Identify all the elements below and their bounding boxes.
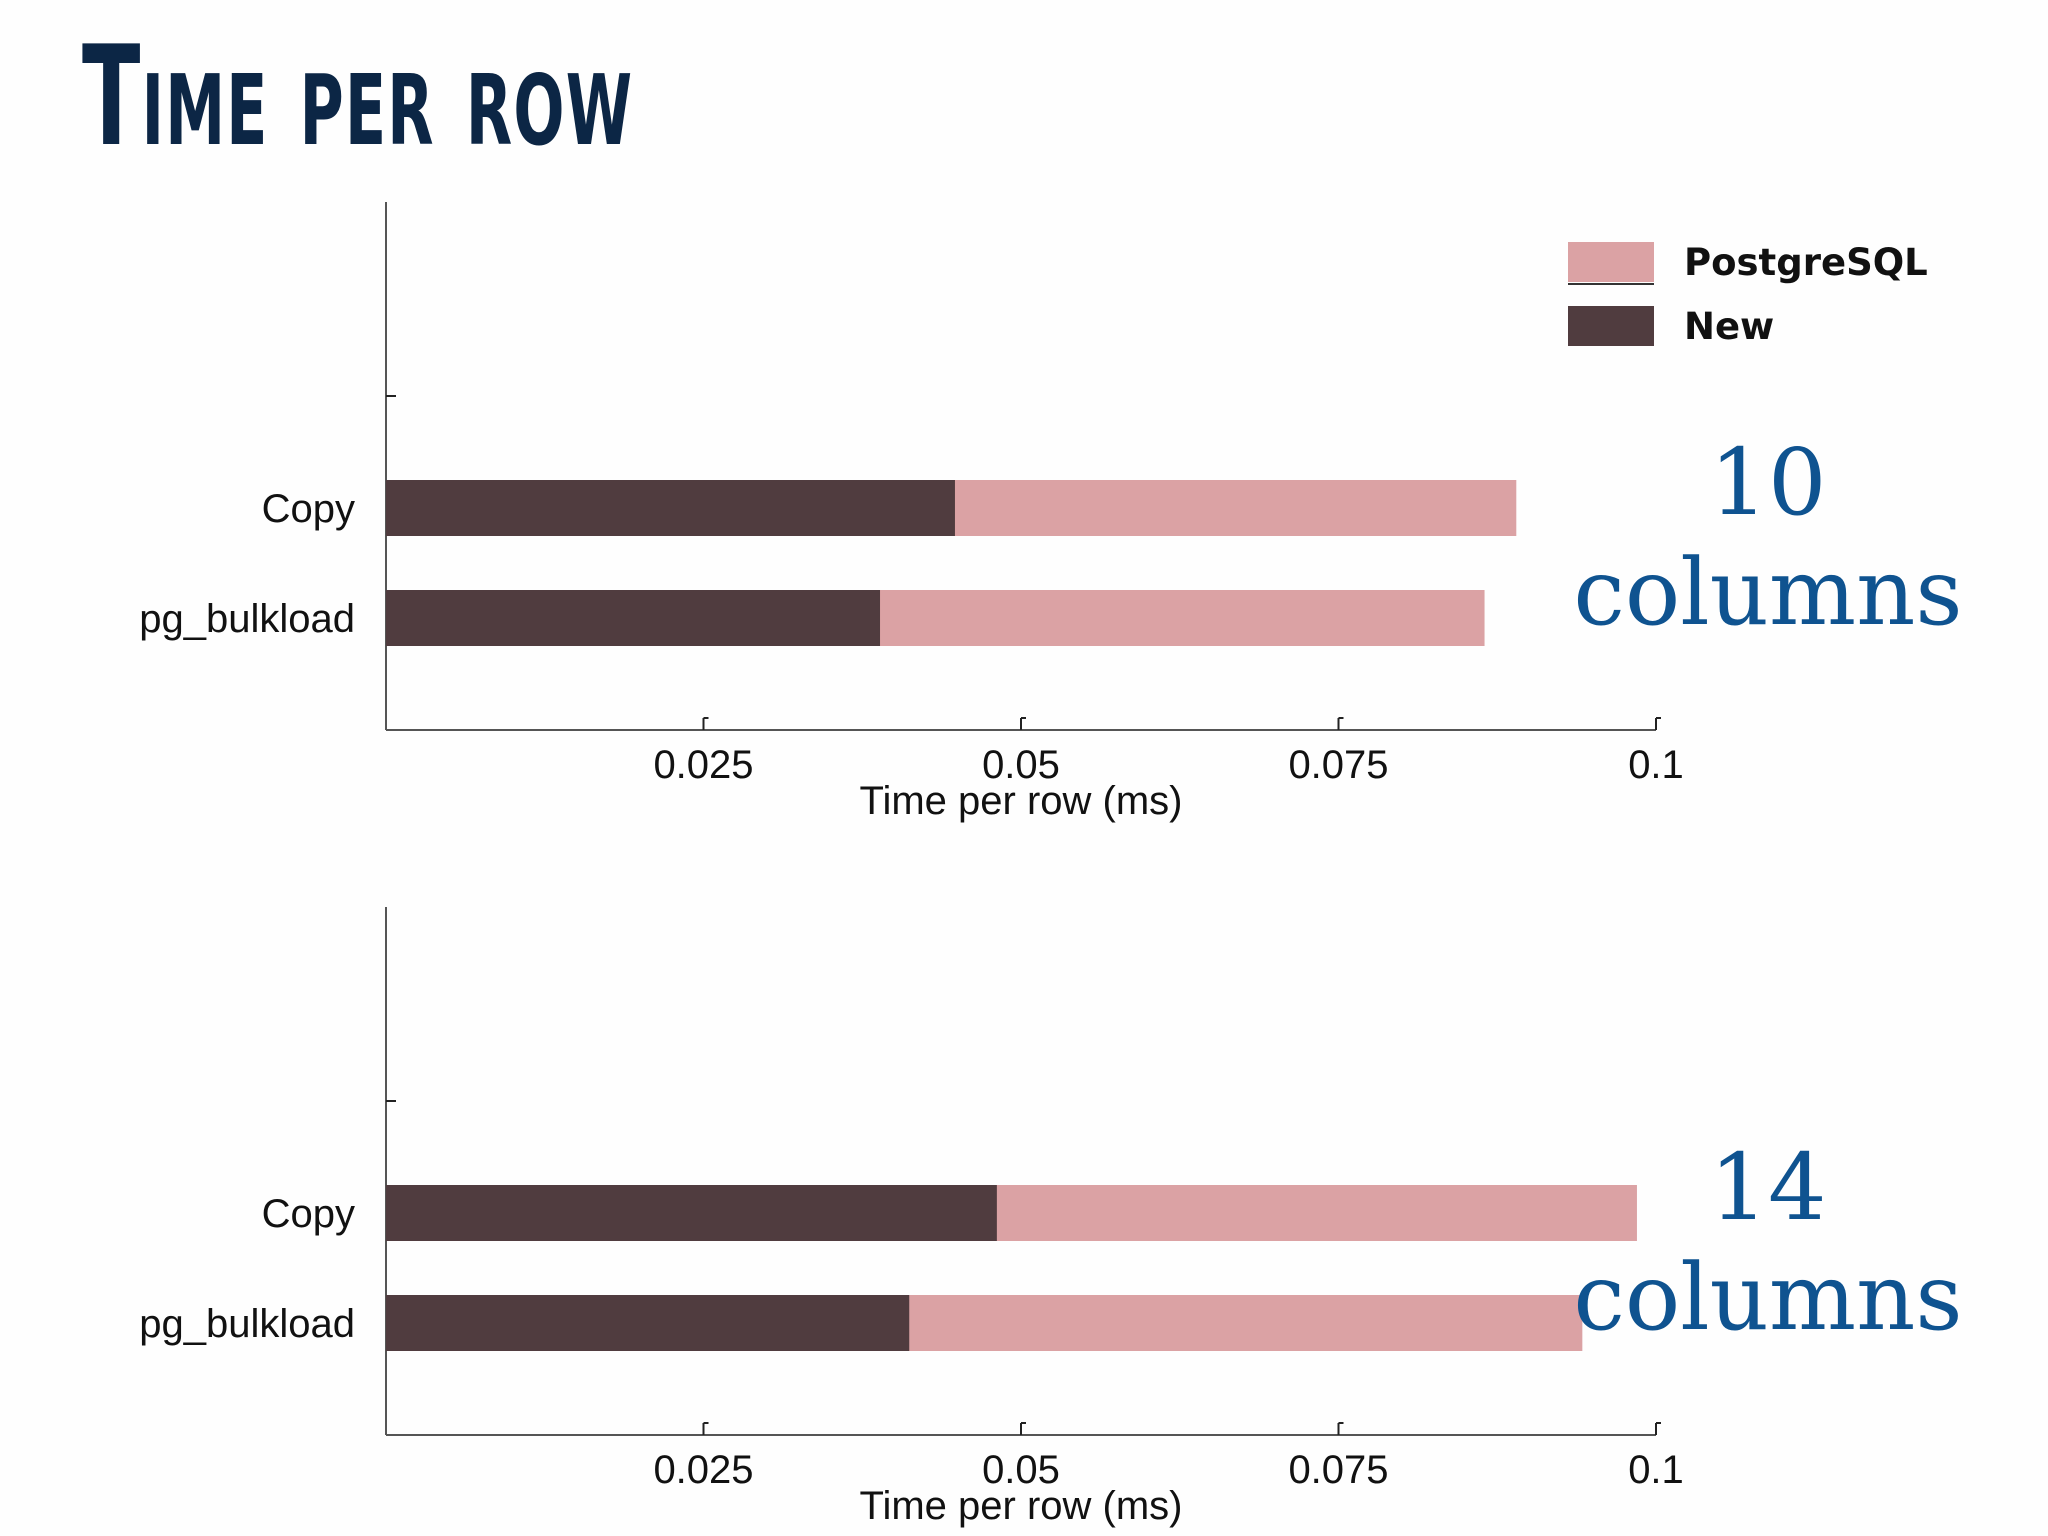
legend-swatch-postgresql bbox=[1568, 242, 1654, 282]
bar-new-pg-bulkload bbox=[386, 590, 881, 646]
bar-new-copy bbox=[386, 480, 955, 536]
legend-label: PostgreSQL bbox=[1684, 241, 1928, 284]
column-count-label: columns bbox=[1573, 539, 1962, 646]
x-tick-label: 0.025 bbox=[653, 1448, 753, 1492]
chart-10-columns: 0.025 0.05 0.075 0.1 Time per row (ms) Copy pg… bbox=[139, 202, 1963, 823]
category-label: Copy bbox=[262, 487, 355, 531]
slide-title: Time per row bbox=[82, 16, 634, 177]
x-tick-label: 0.075 bbox=[1288, 743, 1388, 787]
x-tick-label: 0.075 bbox=[1288, 1448, 1388, 1492]
bar-new-copy bbox=[386, 1185, 997, 1241]
x-tick-label: 0.05 bbox=[982, 743, 1060, 787]
legend-label: New bbox=[1684, 305, 1774, 348]
x-axis-title: Time per row (ms) bbox=[860, 779, 1183, 823]
category-label: pg_bulkload bbox=[139, 597, 355, 641]
column-count-label: 10 bbox=[1709, 429, 1826, 536]
x-tick-label: 0.1 bbox=[1628, 743, 1684, 787]
column-count-label: 14 bbox=[1709, 1134, 1826, 1241]
x-axis-title: Time per row (ms) bbox=[860, 1484, 1183, 1528]
bar-new-pg-bulkload bbox=[386, 1295, 910, 1351]
x-tick-label: 0.025 bbox=[653, 743, 753, 787]
legend-swatch-new bbox=[1568, 306, 1654, 346]
chart-14-columns: 0.025 0.05 0.075 0.1 Time per row (ms) Copy pg… bbox=[139, 907, 1963, 1528]
x-tick-label: 0.05 bbox=[982, 1448, 1060, 1492]
x-tick-label: 0.1 bbox=[1628, 1448, 1684, 1492]
category-label: pg_bulkload bbox=[139, 1302, 355, 1346]
category-label: Copy bbox=[262, 1192, 355, 1236]
legend: PostgreSQL New bbox=[1568, 241, 1928, 348]
column-count-label: columns bbox=[1573, 1244, 1962, 1351]
